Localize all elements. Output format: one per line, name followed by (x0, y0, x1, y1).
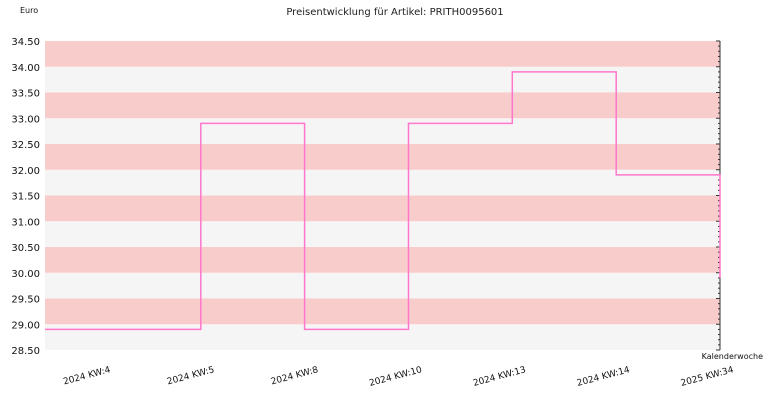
y-tick-label: 34.50 (11, 37, 40, 48)
y-tick-label: 28.50 (11, 346, 40, 357)
background-band (45, 92, 720, 119)
x-tick-label: 2024 KW:4 (62, 365, 112, 387)
x-tick-label: 2024 KW:14 (576, 365, 631, 389)
x-axis-ticks: 2024 KW:4 2024 KW:5 2024 KW:8 2024 KW:10 202… (62, 365, 735, 389)
x-tick-label: 2024 KW:8 (270, 365, 320, 387)
y-tick-label: 32.00 (11, 166, 40, 177)
y-tick-label: 29.00 (11, 320, 40, 331)
background-band (45, 324, 720, 350)
y-tick-label: 32.50 (11, 140, 40, 151)
background-bands (45, 41, 720, 350)
background-band (45, 169, 720, 196)
y-axis-label: Euro (20, 6, 38, 15)
background-band (45, 272, 720, 299)
background-band (45, 118, 720, 144)
background-band (45, 41, 720, 67)
background-band (45, 247, 720, 273)
y-tick-label: 30.00 (11, 269, 40, 280)
background-band (45, 298, 720, 325)
y-tick-label: 30.50 (11, 243, 40, 254)
background-band (45, 66, 720, 93)
x-tick-label: 2024 KW:10 (368, 365, 423, 389)
y-tick-label: 31.50 (11, 192, 40, 203)
y-tick-label: 29.50 (11, 295, 40, 306)
background-band (45, 144, 720, 170)
y-tick-label: 31.00 (11, 217, 40, 228)
x-tick-label: 2024 KW:5 (166, 365, 215, 387)
y-tick-label: 34.00 (11, 63, 40, 74)
x-tick-label: 2025 KW:34 (680, 365, 735, 389)
x-axis-label: Kalenderwoche (702, 352, 763, 361)
y-tick-label: 33.00 (11, 114, 40, 125)
x-tick-label: 2024 KW:13 (472, 365, 527, 389)
background-band (45, 221, 720, 247)
background-band (45, 195, 720, 222)
chart-title: Preisentwicklung für Artikel: PRITH00956… (286, 7, 503, 18)
y-axis-ticks: 28.50 29.00 29.50 30.00 30.50 31.00 31.50 32.00… (11, 37, 40, 357)
price-series-line (45, 71, 721, 331)
y-tick-label: 33.50 (11, 89, 40, 100)
